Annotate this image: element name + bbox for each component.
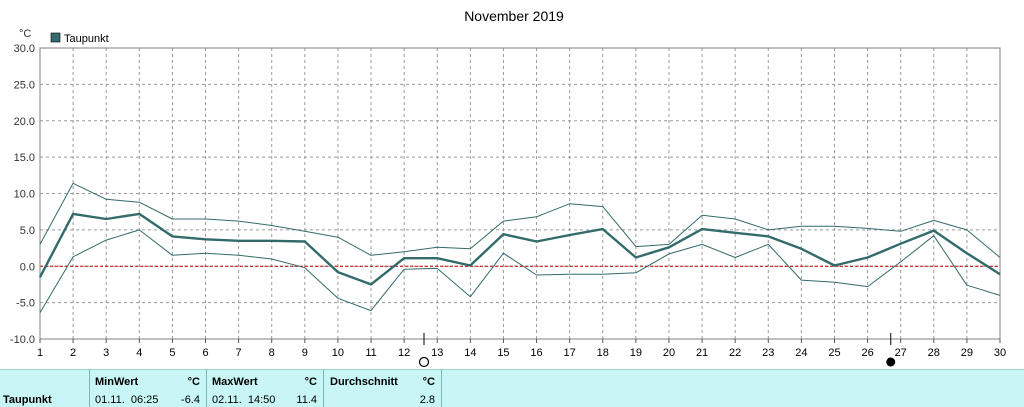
stats-avg-cell: Durchschnitt °C 2.8 (323, 370, 441, 407)
y-tick-label: 20.0 (14, 116, 35, 128)
x-tick-label: 12 (398, 347, 410, 359)
stats-divider (441, 370, 442, 407)
moon-phase-icon (418, 356, 430, 368)
x-tick-label: 17 (564, 347, 576, 359)
x-tick-label: 1 (37, 347, 43, 359)
series-max-line (39, 182, 1001, 258)
max-header: MaxWert (212, 376, 258, 388)
stats-min-cell: MinWert °C 01.11. 06:25 -6.4 (89, 370, 206, 407)
avg-header: Durchschnitt (330, 376, 398, 388)
legend-swatch (50, 32, 61, 43)
x-tick-label: 9 (302, 347, 308, 359)
y-tick-label: 10.0 (14, 189, 35, 201)
x-tick-label: 10 (332, 347, 344, 359)
x-tick-label: 27 (895, 347, 907, 359)
x-tick-label: 20 (663, 347, 675, 359)
x-tick-label: 21 (696, 347, 708, 359)
new-moon-icon (886, 357, 896, 367)
x-tick-label: 4 (136, 347, 142, 359)
avg-value: 2.8 (419, 394, 435, 406)
x-tick-label: 30 (994, 347, 1006, 359)
max-unit: °C (304, 376, 317, 388)
x-tick-label: 2 (70, 347, 76, 359)
grid (40, 48, 1000, 339)
y-unit-label: °C (19, 28, 31, 40)
y-tick-label: -5.0 (16, 298, 35, 310)
legend-label: Taupunkt (64, 33, 109, 45)
x-tick-label: 23 (762, 347, 774, 359)
y-tick-label: 25.0 (14, 79, 35, 91)
y-tick-label: 5.0 (20, 225, 35, 237)
x-tick-label: 19 (630, 347, 642, 359)
x-tick-label: 3 (103, 347, 109, 359)
y-axis: 30.0 25.0 20.0 15.0 10.0 5.0 0.0 -5.0 -10.0 (10, 43, 35, 346)
x-tick-label: 14 (464, 347, 476, 359)
y-tick-label: -10.0 (10, 334, 35, 346)
min-header: MinWert (95, 376, 139, 388)
x-tick-label: 18 (597, 347, 609, 359)
y-tick-label: 15.0 (14, 152, 35, 164)
series-group (38, 182, 1001, 314)
x-tick-label: 7 (236, 347, 242, 359)
x-tick-label: 28 (928, 347, 940, 359)
x-tick-label: 26 (861, 347, 873, 359)
x-tick-label: 8 (269, 347, 275, 359)
moon-markers (418, 333, 896, 368)
plot-frame (39, 47, 1001, 340)
chart-title: November 2019 (464, 8, 564, 24)
x-tick-label: 13 (431, 347, 443, 359)
x-tick-label: 29 (961, 347, 973, 359)
x-tick-label: 11 (365, 347, 376, 359)
x-tick-label: 16 (530, 347, 542, 359)
max-value: 11.4 (296, 394, 317, 406)
dewpoint-chart: November 2019 °C Taupunkt 30.025.020.015… (10, 8, 1006, 368)
series-mean-line (38, 212, 1001, 286)
statistics-bar: Taupunkt MinWert °C 01.11. 06:25 -6.4 Ma… (0, 369, 1024, 407)
stats-max-cell: MaxWert °C 02.11. 14:50 11.4 (206, 370, 323, 407)
x-tick-label: 5 (169, 347, 175, 359)
y-tick-label: 0.0 (20, 261, 35, 273)
min-datetime: 01.11. 06:25 (95, 394, 159, 406)
series-min-line (39, 229, 1001, 314)
stats-label-cell: Taupunkt (0, 370, 89, 407)
y-tick-label: 30.0 (14, 43, 35, 55)
max-datetime: 02.11. 14:50 (212, 394, 276, 406)
x-tick-label: 25 (828, 347, 840, 359)
stats-row-label: Taupunkt (3, 394, 52, 406)
x-tick-label: 6 (202, 347, 208, 359)
min-value: -6.4 (181, 394, 200, 406)
min-unit: °C (187, 376, 200, 388)
x-tick-label: 15 (497, 347, 509, 359)
x-axis: 1 2 3 4 5 6 7 8 9 10 11 12 13 14 15 16 17 18 19 20 21 22 23 24 2… (37, 339, 1006, 359)
x-tick-label: 24 (795, 347, 807, 359)
avg-unit: °C (422, 376, 435, 388)
x-tick-label: 22 (729, 347, 741, 359)
